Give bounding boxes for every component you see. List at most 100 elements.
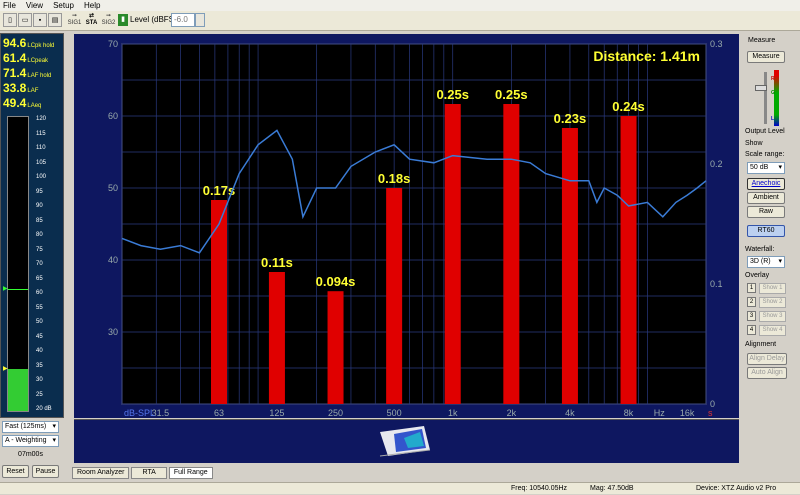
weighting-select[interactable]: A - Weighting ▾ bbox=[2, 435, 59, 447]
rt60-bar bbox=[268, 272, 285, 404]
level-arrow-icon: ▶ bbox=[3, 365, 8, 372]
scale-range-label: Scale range: bbox=[745, 151, 785, 158]
y-tick-label: 40 bbox=[108, 255, 118, 265]
chart-area[interactable]: 70 60 50 40 30 0.3 0.2 0.1 0 31.5 63 125 250 500 1k 2k 4… bbox=[74, 34, 739, 418]
meter-scale-tick: 20 dB bbox=[36, 406, 52, 412]
level-label: Level (dBFS): bbox=[130, 15, 179, 24]
overlay-show-3-button[interactable]: Show 3 bbox=[759, 311, 786, 322]
rt60-bar-label: 0.094s bbox=[316, 274, 356, 289]
output-level-label: Output Level bbox=[745, 128, 785, 135]
meter-scale-tick: 80 bbox=[36, 232, 43, 238]
x-tick-label: 2k bbox=[507, 408, 517, 418]
ambient-button[interactable]: Ambient bbox=[747, 192, 785, 204]
weighting-value: A - Weighting bbox=[5, 437, 47, 444]
rt60-bar bbox=[620, 116, 637, 404]
rt60-bar-label: 0.25s bbox=[436, 87, 469, 102]
hold-marker bbox=[8, 288, 28, 290]
x-tick-label: 63 bbox=[214, 408, 224, 418]
overlay-show-4-button[interactable]: Show 4 bbox=[759, 325, 786, 336]
tab-full-range[interactable]: Full Range bbox=[168, 467, 213, 479]
reading-label: LAF hold bbox=[27, 73, 52, 79]
speed-select[interactable]: Fast (125ms) ▾ bbox=[2, 421, 59, 433]
x-tick-label: 500 bbox=[387, 408, 402, 418]
waterfall-label: Waterfall: bbox=[745, 246, 775, 253]
measure-button[interactable]: Measure bbox=[747, 51, 785, 63]
rt60-bar bbox=[327, 291, 344, 404]
meter-scale-tick: 50 bbox=[36, 319, 43, 325]
sta-button[interactable]: ⇄ STA bbox=[83, 13, 100, 28]
scale-range-select[interactable]: 50 dB ▾ bbox=[747, 162, 785, 174]
alignment-label: Alignment bbox=[745, 341, 777, 348]
anechoic-button[interactable]: Anechoic bbox=[747, 178, 785, 190]
overlay-number-3[interactable]: 3 bbox=[747, 311, 756, 321]
meter-scale-tick: 60 bbox=[36, 290, 43, 296]
arrows-icon: ⇄ bbox=[88, 13, 95, 19]
x-tick-label: 16k bbox=[680, 408, 695, 418]
reading-label: LCpk hold bbox=[27, 43, 55, 49]
sta-label: STA bbox=[85, 20, 98, 26]
overlay-show-1-button[interactable]: Show 1 bbox=[759, 283, 786, 294]
meter-scale-tick: 100 bbox=[36, 174, 47, 180]
meter-reading: 33.8LAF bbox=[3, 81, 38, 98]
level-input[interactable]: -6.0 bbox=[171, 13, 195, 27]
menu-file[interactable]: File bbox=[3, 1, 16, 10]
overlay-number-1[interactable]: 1 bbox=[747, 283, 756, 293]
sig2-label: SIG2 bbox=[101, 20, 116, 26]
auto-align-button[interactable]: Auto Align bbox=[747, 367, 787, 379]
raw-button[interactable]: Raw bbox=[747, 206, 785, 218]
menu-help[interactable]: Help bbox=[84, 1, 101, 10]
y2-tick-label: 0.1 bbox=[710, 279, 723, 289]
y-tick-label: 60 bbox=[108, 111, 118, 121]
sig1-button[interactable]: ➞ SIG1 bbox=[66, 13, 83, 28]
status-bar: Freq: 10540.05Hz Mag: 47.50dB Device: XT… bbox=[0, 482, 800, 494]
level-spinner[interactable] bbox=[195, 13, 205, 27]
waterfall-select[interactable]: 3D (R) ▾ bbox=[747, 256, 785, 268]
save-icon[interactable]: ▪ bbox=[33, 13, 47, 27]
print-icon[interactable]: ▤ bbox=[48, 13, 62, 27]
meter-scale-tick: 55 bbox=[36, 304, 43, 311]
y-axis-label: dB-SPL bbox=[124, 408, 155, 418]
speed-value: Fast (125ms) bbox=[5, 423, 47, 430]
meter-scale-tick: 35 bbox=[36, 362, 43, 369]
x-unit-label: Hz bbox=[654, 408, 665, 418]
overlay-show-2-button[interactable]: Show 2 bbox=[759, 297, 786, 308]
meter-scale-tick: 40 bbox=[36, 348, 43, 354]
sig2-button[interactable]: ➞ SIG2 bbox=[100, 13, 117, 28]
rt60-bar-label: 0.24s bbox=[612, 99, 645, 114]
align-delay-button[interactable]: Align Delay bbox=[747, 353, 787, 365]
rt60-button[interactable]: RT60 bbox=[747, 225, 785, 237]
y-tick-label: 50 bbox=[108, 183, 118, 193]
level-bar-fill bbox=[8, 368, 28, 411]
tab-rta[interactable]: RTA bbox=[131, 467, 167, 479]
reset-button[interactable]: Reset bbox=[2, 465, 29, 478]
tab-room-analyzer[interactable]: Room Analyzer bbox=[72, 467, 130, 479]
reading-value: 33.8 bbox=[3, 81, 27, 95]
overlay-number-4[interactable]: 4 bbox=[747, 325, 756, 335]
status-device: Device: XTZ Audio v2 Pro bbox=[696, 485, 777, 492]
meter-reading: 49.4LAeq bbox=[3, 96, 41, 113]
meter-scale-tick: 30 bbox=[36, 377, 43, 383]
chevron-down-icon: ▾ bbox=[778, 258, 782, 265]
arrow-left-icon: ➞ bbox=[105, 13, 112, 19]
y-tick-label: 30 bbox=[108, 327, 118, 337]
hold-arrow-icon: ▶ bbox=[3, 285, 8, 292]
new-file-icon[interactable]: ▯ bbox=[3, 13, 17, 27]
waterfall-panel[interactable] bbox=[74, 419, 739, 463]
overlay-number-2[interactable]: 2 bbox=[747, 297, 756, 307]
rt60-bar bbox=[503, 104, 520, 404]
meter-scale-tick: 90 bbox=[36, 203, 43, 209]
output-level-slider[interactable]: R G L bbox=[750, 70, 782, 126]
meter-reading: 71.4LAF hold bbox=[3, 66, 51, 83]
meter-scale-tick: 120 bbox=[36, 116, 47, 122]
menu-setup[interactable]: Setup bbox=[53, 1, 74, 10]
rt60-chart: 70 60 50 40 30 0.3 0.2 0.1 0 31.5 63 125 250 500 1k 2k 4… bbox=[108, 39, 723, 418]
menu-view[interactable]: View bbox=[25, 1, 44, 10]
rt60-bar bbox=[211, 200, 228, 404]
meter-scale-tick: 45 bbox=[36, 333, 43, 340]
open-folder-icon[interactable]: ▭ bbox=[18, 13, 32, 27]
chevron-down-icon: ▾ bbox=[52, 437, 56, 444]
y2-tick-label: 0.2 bbox=[710, 159, 723, 169]
y-tick-label: 70 bbox=[108, 39, 118, 49]
meter-scale-tick: 25 bbox=[36, 391, 43, 398]
pause-button[interactable]: Pause bbox=[32, 465, 59, 478]
